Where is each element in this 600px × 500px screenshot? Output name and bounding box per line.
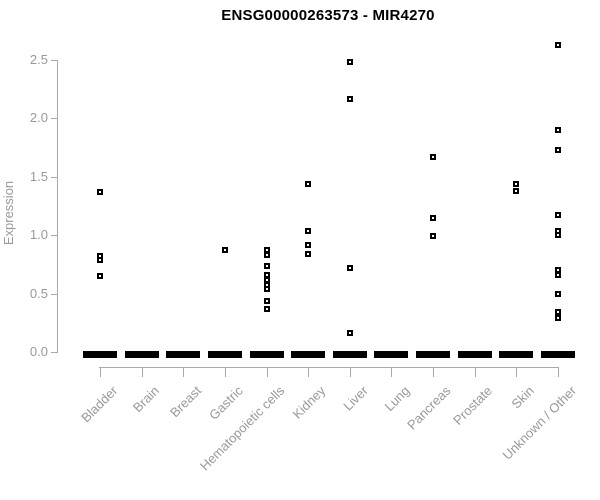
data-point: [430, 214, 437, 221]
data-point: [263, 276, 270, 283]
zero-expression-cluster: [124, 351, 159, 358]
y-tick-label: 0.0: [29, 344, 48, 359]
data-point: [346, 330, 353, 337]
x-tick-mark: [224, 367, 226, 377]
x-tick-label-breast: Breast: [166, 383, 204, 421]
data-point: [555, 146, 562, 153]
data-point: [555, 290, 562, 297]
x-tick-mark: [183, 367, 185, 377]
x-tick-label-liver: Liver: [339, 383, 371, 414]
y-tick-mark: [51, 118, 57, 120]
zero-expression-cluster: [499, 351, 534, 358]
zero-expression-cluster: [166, 351, 201, 358]
data-point: [305, 250, 312, 257]
data-point: [305, 180, 312, 187]
data-point: [555, 41, 562, 48]
data-point: [97, 256, 103, 263]
x-tick-label-kidney: Kidney: [290, 383, 329, 422]
y-tick-mark: [51, 176, 57, 178]
zero-expression-cluster: [374, 351, 409, 358]
data-point: [263, 305, 270, 312]
data-point: [263, 297, 270, 304]
data-point: [555, 271, 562, 278]
zero-expression-cluster: [249, 351, 284, 358]
data-point: [263, 262, 270, 269]
x-tick-label-brain: Brain: [130, 383, 163, 416]
x-tick-mark: [558, 367, 560, 377]
data-point: [305, 241, 312, 248]
y-tick-mark: [51, 235, 57, 237]
x-tick-label-bladder: Bladder: [78, 383, 121, 426]
x-tick-mark: [349, 367, 351, 377]
data-point: [555, 127, 562, 134]
zero-expression-cluster: [457, 351, 492, 358]
data-point: [513, 180, 520, 187]
y-tick-label: 1.0: [29, 227, 48, 243]
zero-expression-cluster: [83, 351, 117, 358]
data-point: [97, 188, 103, 195]
data-point: [263, 285, 270, 292]
zero-expression-cluster: [291, 351, 326, 358]
x-tick-label-unknown-other: Unknown / Other: [499, 383, 579, 463]
y-tick-mark: [51, 60, 57, 61]
x-tick-label-prostate: Prostate: [450, 383, 496, 428]
data-point: [305, 227, 312, 234]
y-tick-mark: [51, 293, 57, 295]
x-tick-mark: [391, 367, 393, 377]
y-tick-label: 2.5: [29, 52, 48, 67]
x-tick-mark: [516, 367, 518, 377]
zero-expression-cluster: [416, 351, 451, 358]
x-tick-mark: [100, 367, 101, 377]
data-point: [555, 309, 562, 316]
data-point: [430, 153, 437, 160]
zero-expression-cluster: [541, 351, 576, 358]
data-point: [346, 264, 353, 271]
x-tick-label-lung: Lung: [381, 383, 413, 415]
data-point: [555, 315, 562, 322]
zero-expression-cluster: [332, 351, 367, 358]
y-tick-label: 2.0: [29, 110, 48, 126]
data-point: [346, 59, 353, 66]
y-tick-mark: [51, 352, 57, 353]
data-point: [555, 232, 562, 239]
x-tick-mark: [433, 367, 435, 377]
y-tick-label: 1.5: [29, 168, 48, 184]
zero-expression-cluster: [207, 351, 242, 358]
y-axis-line: [57, 60, 58, 353]
chart-title: ENSG00000263573 - MIR4270: [221, 7, 435, 24]
y-tick-label: 0.5: [29, 285, 48, 301]
data-point: [513, 187, 520, 194]
data-point: [221, 247, 228, 254]
data-point: [97, 273, 103, 280]
x-tick-label-pancreas: Pancreas: [404, 383, 454, 433]
data-point: [430, 233, 437, 240]
x-tick-mark: [474, 367, 476, 377]
x-tick-mark: [141, 367, 143, 377]
data-point: [555, 212, 562, 219]
x-tick-label-skin: Skin: [508, 383, 538, 412]
data-point: [263, 252, 270, 259]
data-point: [346, 95, 353, 102]
x-tick-mark: [266, 367, 268, 377]
x-tick-mark: [308, 367, 310, 377]
x-tick-label-gastric: Gastric: [205, 383, 246, 423]
x-axis-line: [99, 367, 560, 368]
